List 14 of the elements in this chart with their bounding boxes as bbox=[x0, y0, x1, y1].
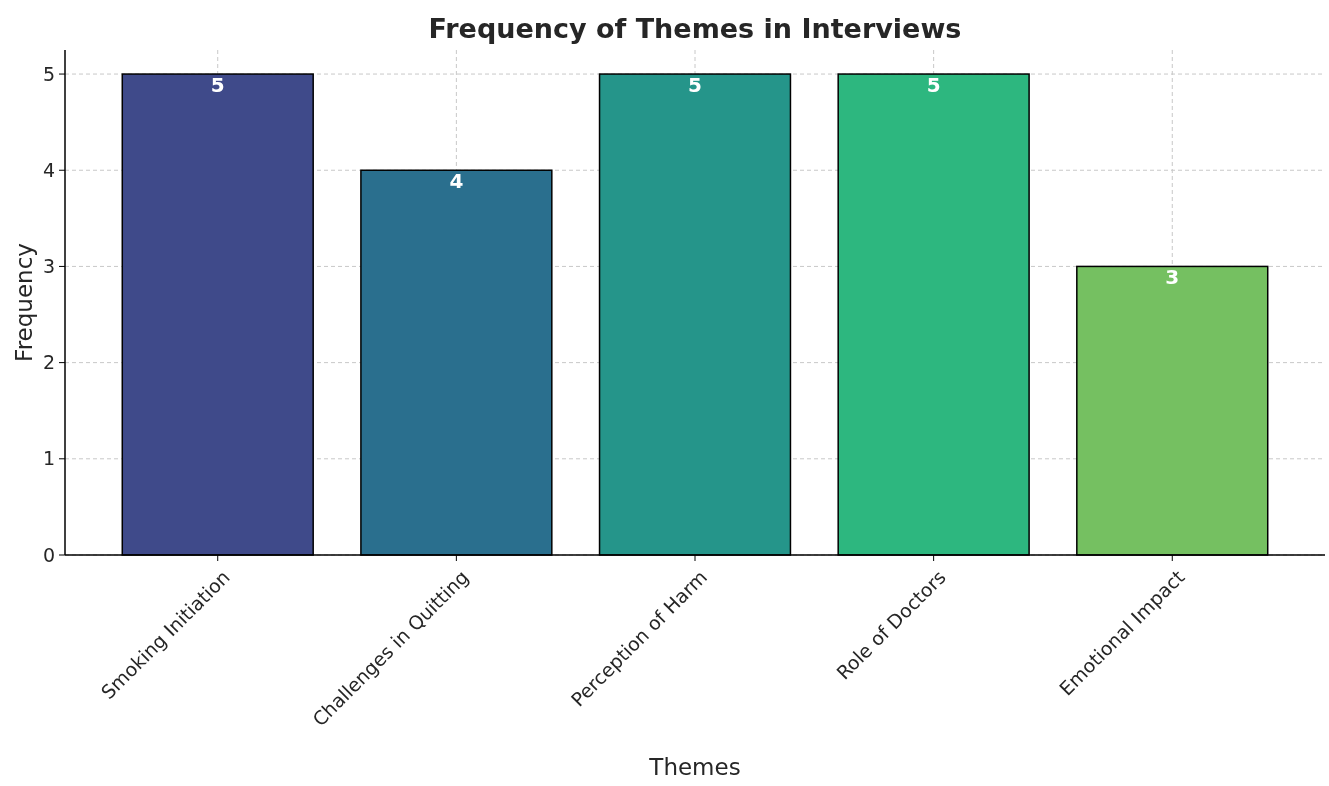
y-tick-label: 0 bbox=[42, 543, 55, 566]
y-tick-label: 3 bbox=[42, 255, 55, 278]
data-label: 3 bbox=[1165, 265, 1180, 290]
chart-title: Frequency of Themes in Interviews bbox=[428, 13, 962, 44]
y-tick-label: 2 bbox=[42, 351, 55, 374]
data-label: 4 bbox=[449, 169, 464, 194]
y-axis-title: Frequency bbox=[11, 243, 37, 362]
y-tick-label: 1 bbox=[42, 447, 55, 470]
data-label: 5 bbox=[688, 73, 702, 98]
data-label: 5 bbox=[210, 73, 225, 98]
x-axis-title: Themes bbox=[648, 754, 741, 780]
y-tick-label: 4 bbox=[42, 158, 55, 181]
data-label: 5 bbox=[926, 73, 941, 98]
y-tick-label: 5 bbox=[42, 62, 55, 85]
